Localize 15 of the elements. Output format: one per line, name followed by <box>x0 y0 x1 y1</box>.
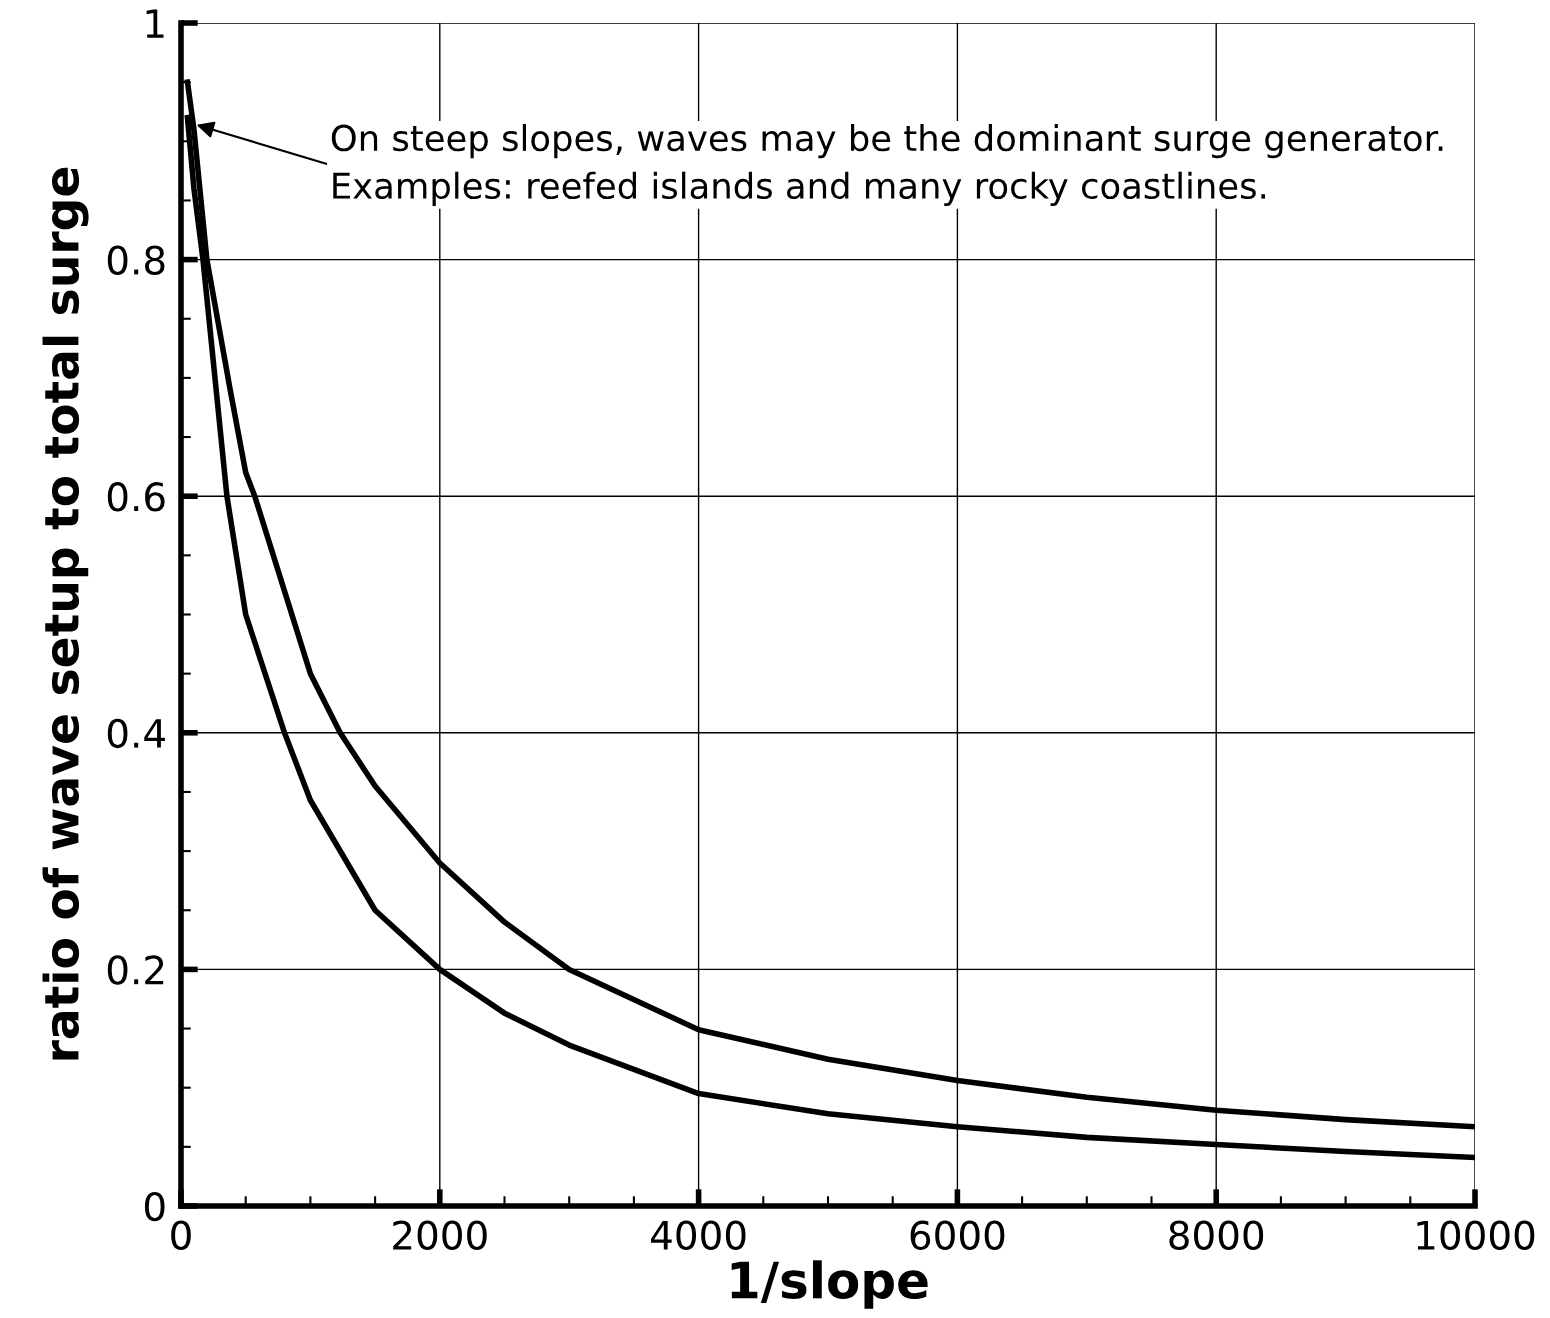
y-tick-label: 1 <box>146 9 164 38</box>
y-tick-label: 0 <box>144 1191 165 1222</box>
y-tick-label: 0.4 <box>107 718 165 749</box>
x-tick-label: 8000 <box>1169 1220 1264 1250</box>
x-tick-label: 10000 <box>1417 1220 1535 1250</box>
annotation: On steep slopes, waves may be the dominant surge generator. Examples: reefed islands and many rocky coastlines. <box>331 123 1443 206</box>
x-tick-label: 6000 <box>910 1220 1005 1250</box>
y-tick-label: 0.8 <box>107 245 165 275</box>
y-tick-label: 0.2 <box>107 955 164 985</box>
y-tick-label: 0.6 <box>107 482 165 512</box>
y-axis-title: ratio of wave setup to total surge <box>42 167 89 1060</box>
x-axis-title: 1/slope <box>731 1260 928 1309</box>
x-tick-label: 2000 <box>393 1220 487 1250</box>
x-tick-label: 4000 <box>651 1220 746 1250</box>
x-tick-label: 0 <box>171 1220 191 1250</box>
